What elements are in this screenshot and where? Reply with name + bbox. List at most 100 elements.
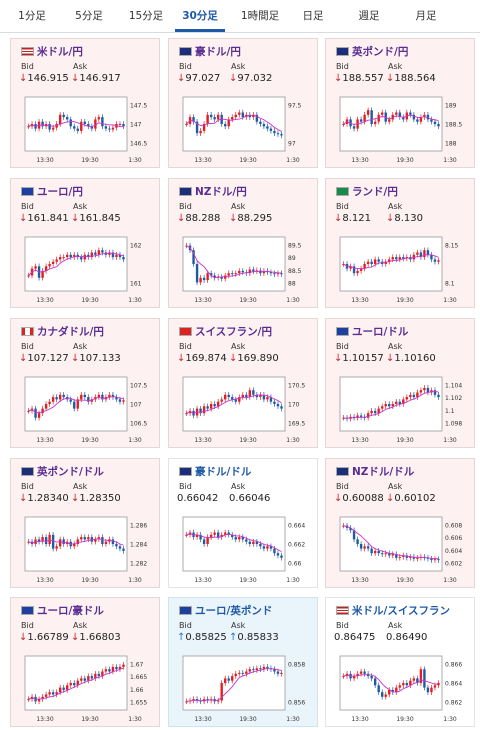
candle — [80, 537, 83, 540]
tab-6[interactable]: 週足 — [358, 10, 380, 22]
rate-card[interactable]: 豪ドル/ドル Bid Ask 0.66042 0.66046 0.664 0.662 0.66… — [168, 458, 318, 588]
y-tick-label: 0.664 — [288, 523, 305, 530]
rate-card[interactable]: ユーロ/英ポンド Bid Ask ↑0.85825 ↑0.85833 0.858 0.856… — [168, 597, 318, 727]
candle — [185, 413, 188, 415]
pair-name: ユーロ/英ポンド — [195, 605, 273, 617]
pair-title[interactable]: 英ポンド/ドル — [21, 464, 104, 478]
candle — [122, 400, 125, 402]
rate-card[interactable]: ユーロ/豪ドル Bid Ask ↓1.66789 ↓1.66803 1.67 1.665 1.… — [10, 597, 160, 727]
y-tick-label: 0.608 — [445, 523, 462, 530]
pair-title[interactable]: ユーロ/英ポンド — [179, 603, 272, 617]
x-tick-label: 19:30 — [239, 297, 256, 304]
pair-title[interactable]: 豪ドル/円 — [179, 44, 241, 58]
ask-label: Ask — [388, 202, 403, 211]
pair-title[interactable]: スイスフラン/円 — [179, 324, 272, 338]
candle — [122, 124, 125, 127]
pair-title[interactable]: ユーロ/ドル — [336, 324, 408, 338]
pair-title[interactable]: NZドル/ドル — [336, 464, 414, 478]
x-tick-label: 1:30 — [286, 297, 300, 304]
candle — [220, 534, 223, 538]
ask-label: Ask — [73, 202, 88, 211]
tab-3[interactable]: 30分足 — [175, 0, 225, 32]
rate-card[interactable]: ユーロ/ドル Bid Ask ↓1.10157 ↓1.10160 1.104 1.102 1.… — [325, 318, 475, 448]
x-tick-label: 1:30 — [286, 577, 300, 584]
candle — [58, 687, 62, 693]
x-tick-label: 19:30 — [239, 437, 256, 444]
rate-card[interactable]: 豪ドル/円 Bid Ask ↓97.027 ↓97.032 97.5 97 13:30 19:3… — [168, 38, 318, 168]
y-tick-label: 1.104 — [445, 383, 462, 390]
x-tick-label: 19:30 — [81, 157, 98, 164]
rate-card[interactable]: NZドル/ドル Bid Ask ↓0.60088 ↓0.60102 0.608 0.606 0… — [325, 458, 475, 588]
candle — [41, 696, 44, 700]
pair-name: 英ポンド/円 — [352, 46, 409, 58]
candle — [349, 527, 352, 531]
tab-0[interactable]: 1分足 — [18, 10, 46, 22]
ask-label: Ask — [231, 342, 246, 351]
tab-7[interactable]: 月足 — [415, 10, 437, 22]
candle — [238, 672, 241, 674]
candle — [388, 553, 391, 556]
candle — [437, 559, 440, 561]
rate-card[interactable]: スイスフラン/円 Bid Ask ↓169.874 ↓169.890 170.5 170 16… — [168, 318, 318, 448]
x-tick-label: 13:30 — [194, 157, 211, 164]
candle — [83, 678, 86, 681]
pair-title[interactable]: カナダドル/円 — [21, 324, 104, 338]
bid-label: Bid — [179, 621, 192, 630]
candle — [87, 124, 90, 127]
candle — [356, 415, 359, 418]
candle — [206, 537, 209, 544]
candle — [108, 252, 111, 255]
candle — [252, 390, 255, 395]
candle — [37, 413, 41, 418]
candle — [62, 257, 65, 259]
rate-card[interactable]: 英ポンド/ドル Bid Ask ↓1.28340 ↓1.28350 1.286 1.284 1… — [10, 458, 160, 588]
candle — [66, 254, 69, 258]
candle — [101, 671, 104, 677]
pair-title[interactable]: ランド/円 — [336, 184, 398, 198]
moving-average-line — [186, 114, 282, 132]
candle — [252, 669, 255, 671]
pair-title[interactable]: ユーロ/円 — [21, 184, 83, 198]
rate-card[interactable]: ランド/円 Bid Ask ↓8.121 ↓8.130 8.15 8.1 13:30 19:30… — [325, 178, 475, 308]
tab-5[interactable]: 日足 — [302, 10, 324, 22]
moving-average-line — [343, 114, 439, 126]
candle — [83, 121, 86, 124]
candle — [423, 387, 426, 391]
bid-label: Bid — [179, 202, 192, 211]
plot-area — [339, 516, 443, 572]
tab-4[interactable]: 1時間足 — [240, 10, 280, 22]
candle — [213, 404, 216, 407]
ask-label: Ask — [73, 621, 88, 630]
y-tick-label: 97 — [288, 141, 296, 148]
x-tick-label: 1:30 — [286, 716, 300, 723]
candle — [224, 394, 227, 400]
rate-card[interactable]: 英ポンド/円 Bid Ask ↓188.557 ↓188.564 189 188.5 188 1… — [325, 38, 475, 168]
candle — [262, 666, 266, 670]
tab-2[interactable]: 15分足 — [128, 10, 164, 22]
pair-title[interactable]: 豪ドル/ドル — [179, 464, 251, 478]
rate-card[interactable]: 米ドル/円 Bid Ask ↓146.915 ↓146.917 147.5 147 146.5… — [10, 38, 160, 168]
pair-title[interactable]: 英ポンド/円 — [336, 44, 408, 58]
rate-card[interactable]: カナダドル/円 Bid Ask ↓107.127 ↓107.133 107.5 107 106… — [10, 318, 160, 448]
tab-1[interactable]: 5分足 — [75, 10, 103, 22]
rate-card[interactable]: 米ドル/スイスフラン Bid Ask 0.86475 0.86490 0.866 0.864… — [325, 597, 475, 727]
candle — [118, 546, 122, 549]
candle — [108, 669, 111, 672]
candle — [58, 539, 62, 547]
rate-card[interactable]: ユーロ/円 Bid Ask ↓161.841 ↓161.845 162 161 13:30 19… — [10, 178, 160, 308]
candle — [342, 525, 345, 527]
pair-title[interactable]: 米ドル/円 — [21, 44, 83, 58]
candle — [27, 541, 30, 543]
candle — [377, 685, 380, 693]
candle — [366, 110, 370, 115]
pair-title[interactable]: NZドル/円 — [179, 184, 247, 198]
pair-title[interactable]: ユーロ/豪ドル — [21, 603, 104, 617]
pair-title[interactable]: 米ドル/スイスフラン — [336, 603, 450, 617]
candle — [224, 124, 227, 127]
candle — [87, 397, 90, 402]
ask-label: Ask — [388, 342, 403, 351]
y-tick-label: 162 — [130, 243, 142, 250]
candle — [416, 119, 419, 122]
rate-card[interactable]: NZドル/円 Bid Ask ↓88.288 ↓88.295 89.5 89 88.5 88 13… — [168, 178, 318, 308]
candle — [412, 678, 416, 681]
